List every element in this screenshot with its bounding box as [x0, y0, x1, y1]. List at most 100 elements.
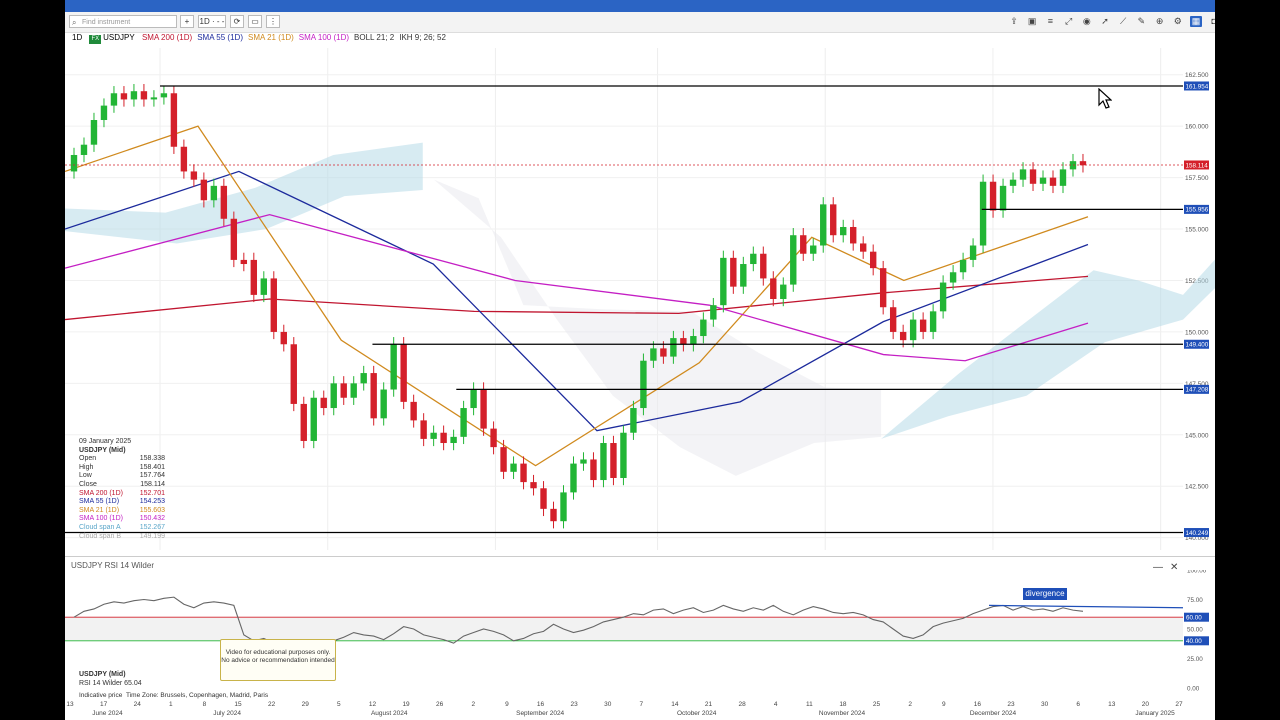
add-button[interactable]: +	[180, 15, 194, 28]
candle-body	[780, 284, 787, 299]
rsi-y-tick-label: 100.00	[1187, 570, 1207, 575]
candle-body	[969, 245, 977, 260]
price-level-label: 149.400	[1186, 342, 1209, 349]
candle-body	[710, 305, 717, 320]
candle-body	[840, 226, 847, 236]
x-day-label: 7	[639, 701, 643, 708]
cursor-icon[interactable]: ➚	[1101, 16, 1109, 26]
image-icon[interactable]: ▣	[1027, 16, 1037, 26]
edit-icon[interactable]: ✎	[1137, 16, 1146, 26]
x-day-label: 11	[806, 701, 813, 708]
bar-style-icon[interactable]: ≡	[1047, 16, 1054, 26]
x-month-label: January 2025	[1135, 710, 1175, 717]
x-day-label: 21	[705, 701, 713, 708]
layout-toggle-icon[interactable]: ▭	[248, 15, 262, 28]
settings-icon[interactable]: ⚙	[1173, 16, 1182, 26]
divergence-line[interactable]	[988, 604, 1184, 609]
candle-body	[660, 348, 667, 357]
info-row-label: Cloud span B	[79, 532, 122, 540]
draw-icon[interactable]: ⤢	[1064, 16, 1073, 26]
candle-body	[280, 331, 287, 345]
candle-body	[210, 185, 218, 201]
price-level-label: 161.954	[1186, 83, 1209, 90]
indicator-legend-item[interactable]: SMA 55 (1D)	[197, 33, 243, 42]
info-row: Cloud span A 152.267	[79, 524, 165, 533]
current-price-label: 158.114	[1186, 162, 1209, 169]
chart-legend: 1D FX USDJPY SMA 200 (1D) SMA 55 (1D) SMA 2…	[65, 32, 1215, 44]
x-day-label: 25	[873, 701, 881, 708]
x-day-label: 18	[839, 701, 847, 708]
x-month-label: July 2024	[213, 710, 241, 717]
camera-icon[interactable]: ◘	[1211, 16, 1215, 26]
share-icon[interactable]: ⇪	[1010, 16, 1018, 26]
candle-body	[410, 401, 417, 421]
candle-body	[510, 463, 517, 472]
info-row-value: 155.603	[139, 506, 165, 514]
rsi-y-tick-label: 0.00	[1187, 686, 1200, 693]
x-day-label: 1	[169, 701, 173, 708]
rsi-line	[73, 596, 1084, 656]
x-day-label: 9	[942, 701, 946, 708]
symbol-label[interactable]: USDJPY	[103, 33, 135, 42]
x-day-label: 22	[268, 701, 276, 708]
search-input[interactable]: ⌕ Find instrument	[69, 15, 177, 28]
info-row-label: Cloud span A	[79, 523, 121, 531]
candle-body	[300, 403, 307, 441]
indicator-legend-item[interactable]: IKH 9; 26; 52	[399, 33, 446, 42]
indicator-legend-item[interactable]: SMA 200 (1D)	[141, 33, 193, 42]
ichimoku-cloud	[881, 259, 1215, 439]
candle-body	[790, 235, 797, 285]
minimize-icon[interactable]: —	[1153, 562, 1163, 573]
candle-body	[350, 383, 357, 398]
info-row-value: 149.199	[139, 532, 165, 540]
y-tick-label: 140.000	[1185, 535, 1209, 542]
pane-divider[interactable]	[65, 556, 1215, 557]
candle-body	[879, 268, 887, 308]
candle-body	[290, 344, 297, 404]
rsi-label: RSI 14 Wilder	[79, 679, 123, 687]
candle-body	[220, 185, 228, 219]
candle-body	[650, 348, 657, 361]
x-day-label: 26	[436, 701, 444, 708]
layout-icon[interactable]: ▦	[1190, 16, 1202, 27]
search-icon: ⌕	[72, 18, 77, 27]
candle-body	[869, 251, 877, 269]
x-month-label: August 2024	[371, 710, 408, 717]
indicator-legend-item[interactable]: SMA 21 (1D)	[247, 33, 294, 42]
info-row-value: 150.432	[139, 515, 165, 523]
candle-body	[750, 253, 757, 265]
info-row-label: SMA 100 (1D)	[79, 515, 123, 523]
rsi-y-tick-label: 75.00	[1187, 597, 1203, 604]
candle-body	[230, 218, 238, 260]
x-day-label: 13	[66, 701, 74, 708]
info-row-label: SMA 21 (1D)	[79, 506, 120, 514]
candle-body	[150, 97, 158, 100]
indicator-legend-item[interactable]: SMA 100 (1D)	[298, 33, 350, 42]
zoom-icon[interactable]: ⊕	[1155, 16, 1164, 26]
timeframe-select[interactable]: 1D · - -	[198, 15, 226, 28]
close-icon[interactable]: ✕	[1170, 562, 1179, 573]
line-tool-icon[interactable]: ⟋	[1120, 16, 1127, 26]
time-axis[interactable]: 13 17 24 1 8 15 22 29 5 12 19 26 2 9 16 23 30 7 14 21 28 4 11 1…	[65, 698, 1215, 720]
x-day-label: 20	[1142, 701, 1150, 708]
eye-icon[interactable]: ◉	[1082, 16, 1091, 26]
refresh-icon[interactable]: ⟳	[230, 15, 244, 28]
candle-body	[480, 389, 487, 429]
rsi-info-panel: USDJPY (Mid) RSI 14 Wilder 65.04	[79, 671, 279, 688]
candle-body	[450, 436, 457, 444]
indicative-price-label: Indicative price	[79, 692, 123, 699]
more-options-icon[interactable]: ⋮	[266, 15, 280, 28]
indicator-legend-item[interactable]: BOLL 21; 2	[354, 33, 395, 42]
y-tick-label: 157.500	[1185, 175, 1209, 182]
x-day-label: 2	[471, 701, 475, 708]
candle-body	[580, 459, 587, 464]
rsi-chart[interactable]: 100.00 75.00 50.00 25.00 0.00 60.00 40.00	[65, 570, 1215, 695]
price-chart[interactable]: 162.500160.000157.500155.000152.500150.0…	[65, 44, 1215, 554]
y-tick-label: 147.500	[1185, 381, 1209, 388]
info-row-value: 158.401	[139, 463, 165, 471]
x-day-label: 27	[1175, 701, 1183, 708]
y-tick-label: 142.500	[1185, 484, 1209, 491]
info-row: SMA 100 (1D) 150.432	[79, 515, 165, 524]
info-row-value: 154.253	[139, 498, 165, 506]
app-window: ⌕ Find instrument + 1D · - - ⟳ ▭ ⋮ ⇪ ▣ ≡ ⤢ ◉…	[65, 0, 1215, 720]
